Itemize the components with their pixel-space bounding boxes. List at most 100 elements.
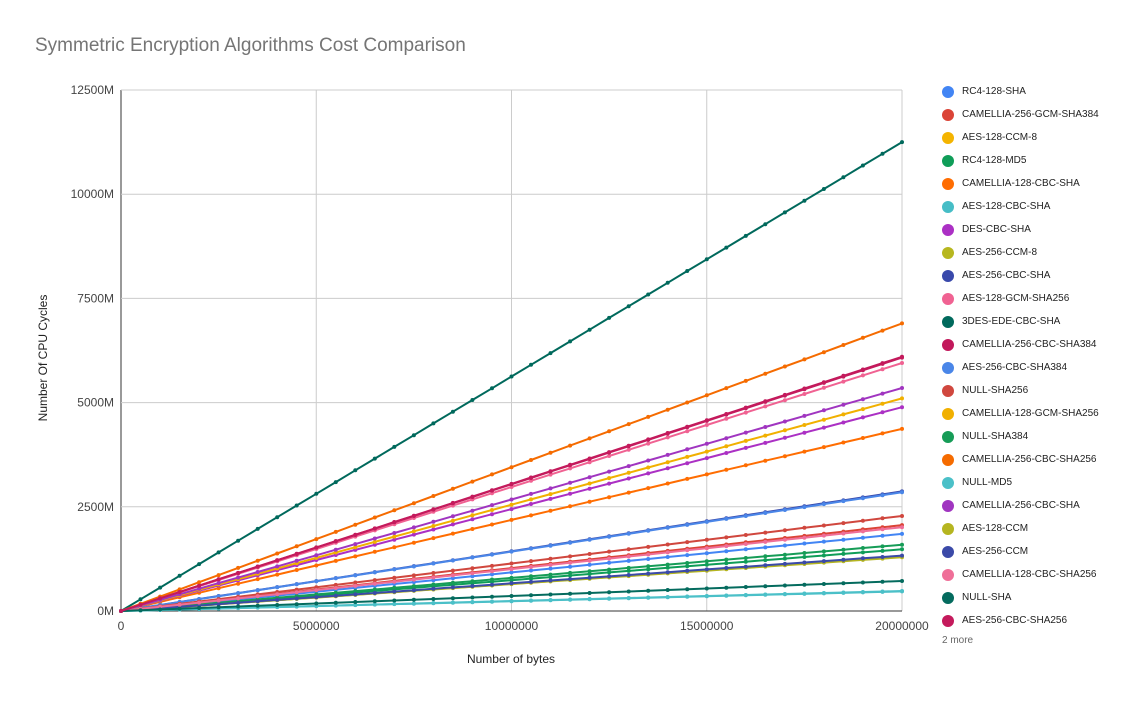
series-point xyxy=(294,582,299,587)
series-point xyxy=(704,418,709,423)
legend-item[interactable]: AES-128-CBC-SHA xyxy=(942,195,1132,218)
series-point xyxy=(782,556,787,561)
series-point xyxy=(314,595,319,600)
legend-item[interactable]: NULL-SHA384 xyxy=(942,425,1132,448)
series-point xyxy=(587,327,592,332)
legend-item[interactable]: CAMELLIA-256-CBC-SHA256 xyxy=(942,448,1132,471)
series-point xyxy=(743,438,748,443)
series-point xyxy=(704,537,709,542)
legend-item[interactable]: RC4-128-SHA xyxy=(942,80,1132,103)
series-point xyxy=(333,586,338,590)
legend-item[interactable]: 3DES-EDE-CBC-SHA xyxy=(942,310,1132,333)
legend-item[interactable]: CAMELLIA-128-CBC-SHA256 xyxy=(942,563,1132,586)
legend-item[interactable]: AES-256-CCM xyxy=(942,540,1132,563)
series-point xyxy=(704,472,709,477)
y-axis-title: Number Of CPU Cycles xyxy=(36,295,50,422)
series-point xyxy=(490,386,494,391)
series-point xyxy=(607,570,612,575)
series-point xyxy=(646,437,651,442)
series-point xyxy=(470,584,475,589)
series-point xyxy=(490,599,494,604)
series-point xyxy=(490,508,494,512)
series-point xyxy=(802,198,807,203)
legend-item[interactable]: AES-256-CCM-8 xyxy=(942,241,1132,264)
series-point xyxy=(177,606,182,611)
series-point xyxy=(724,386,729,391)
series-point xyxy=(821,523,826,528)
legend-items: RC4-128-SHA CAMELLIA-256-GCM-SHA384 AES-12… xyxy=(942,80,1132,632)
legend-item[interactable]: NULL-MD5 xyxy=(942,471,1132,494)
series-point xyxy=(782,552,787,557)
series-point xyxy=(821,553,826,558)
series-point xyxy=(763,545,768,550)
legend-item[interactable]: AES-128-GCM-SHA256 xyxy=(942,287,1132,310)
series-point xyxy=(450,409,455,414)
series-point xyxy=(509,570,514,575)
series-point xyxy=(782,592,787,596)
legend-swatch xyxy=(942,384,954,397)
series-point xyxy=(509,374,514,379)
series-point xyxy=(548,450,553,455)
legend-label: 3DES-EDE-CBC-SHA xyxy=(962,316,1061,327)
series-point xyxy=(880,555,885,559)
series-point xyxy=(880,361,885,366)
legend-item[interactable]: AES-256-CBC-SHA384 xyxy=(942,356,1132,379)
legend-item[interactable]: CAMELLIA-256-GCM-SHA384 xyxy=(942,103,1132,126)
series-point xyxy=(353,542,358,547)
legend-item[interactable]: CAMELLIA-256-CBC-SHA xyxy=(942,494,1132,517)
series-point xyxy=(685,476,690,481)
series-point xyxy=(607,549,612,554)
series-point xyxy=(607,560,612,565)
series-point xyxy=(782,210,787,215)
series-point xyxy=(294,602,299,607)
legend-item[interactable]: CAMELLIA-128-CBC-SHA xyxy=(942,172,1132,195)
series-point xyxy=(450,501,455,506)
series-point xyxy=(450,486,455,491)
x-tick-label: 0 xyxy=(118,619,125,633)
legend-item[interactable]: NULL-SHA xyxy=(942,586,1132,609)
series-point xyxy=(665,542,670,547)
legend-item[interactable]: RC4-128-MD5 xyxy=(942,149,1132,172)
series-point xyxy=(450,585,455,590)
series-point xyxy=(275,592,280,597)
series-point xyxy=(587,537,592,542)
series-point xyxy=(665,460,670,465)
series-point xyxy=(548,562,553,567)
series-point xyxy=(236,596,241,601)
legend-item[interactable]: AES-256-CBC-SHA256 xyxy=(942,609,1132,632)
legend-item[interactable]: NULL-SHA256 xyxy=(942,379,1132,402)
series-point xyxy=(626,470,631,475)
series-point xyxy=(509,594,514,598)
legend-item[interactable]: AES-256-CBC-SHA xyxy=(942,264,1132,287)
legend-item[interactable]: AES-128-CCM-8 xyxy=(942,126,1132,149)
legend-swatch xyxy=(942,200,954,213)
series-point xyxy=(470,513,475,518)
legend-item[interactable]: CAMELLIA-128-GCM-SHA256 xyxy=(942,402,1132,425)
series-point xyxy=(841,537,846,542)
series-point xyxy=(294,558,299,563)
legend-item[interactable]: DES-CBC-SHA xyxy=(942,218,1132,241)
legend-item[interactable]: AES-128-CCM xyxy=(942,517,1132,540)
series-point xyxy=(450,522,455,527)
series-point xyxy=(724,245,729,250)
series-point xyxy=(314,579,319,584)
series-point xyxy=(646,414,651,419)
series-point xyxy=(314,545,319,550)
series-point xyxy=(333,590,338,595)
series-camellia-128-cbc-sha xyxy=(119,426,904,613)
series-point xyxy=(353,600,358,604)
legend-more-link[interactable]: 2 more xyxy=(942,635,974,646)
series-point xyxy=(372,456,377,461)
series-point xyxy=(782,537,787,542)
series-point xyxy=(900,490,904,495)
series-point xyxy=(294,568,299,572)
legend-item[interactable]: CAMELLIA-256-CBC-SHA384 xyxy=(942,333,1132,356)
legend-label: CAMELLIA-128-CBC-SHA256 xyxy=(962,569,1097,580)
series-point xyxy=(802,525,807,530)
series-point xyxy=(333,480,338,485)
series-point xyxy=(900,589,904,593)
series-point xyxy=(411,501,416,506)
series-point xyxy=(685,548,690,553)
series-point xyxy=(392,545,397,550)
